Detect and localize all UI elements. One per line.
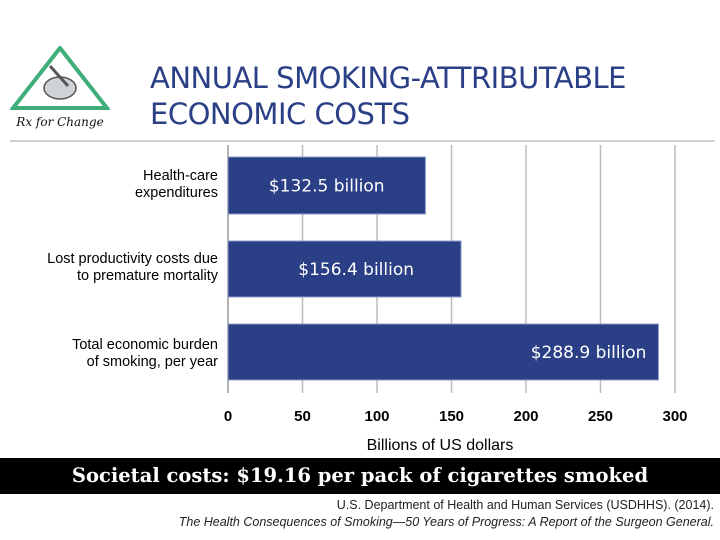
title-line-2: ECONOMIC COSTS [150, 97, 410, 131]
bar-label-2: $156.4 billion [298, 260, 414, 280]
societal-costs-banner: Societal costs: $19.16 per pack of cigar… [0, 458, 720, 494]
logo-text: Rx for Change [15, 115, 103, 129]
x-tick-label-150: 150 [439, 408, 464, 425]
x-tick-label-0: 0 [224, 408, 232, 425]
title-line-1: ANNUAL SMOKING-ATTRIBUTABLE [150, 61, 627, 95]
x-tick-label-300: 300 [662, 408, 687, 425]
title-divider [10, 140, 715, 142]
category-label-total-burden: Total economic burden of smoking, per ye… [72, 337, 218, 370]
citation-line-2: The Health Consequences of Smoking—50 Ye… [178, 515, 714, 529]
rx-for-change-logo: Rx for Change [10, 46, 110, 129]
citation-line-1: U.S. Department of Health and Human Serv… [336, 498, 714, 512]
bar-label-3: $288.9 billion [531, 343, 647, 363]
bar-3 [227, 323, 659, 381]
category-label-lost-productivity: Lost productivity costs due to premature… [47, 251, 218, 284]
bar-label-1: $132.5 billion [269, 177, 385, 197]
pestle-icon [48, 64, 70, 88]
category-label-health-care: Health-care expenditures [134, 168, 218, 201]
bar-1 [227, 156, 426, 215]
bar-chart: $132.5 billion $156.4 billion $288.9 billi… [224, 145, 688, 425]
bar-2 [227, 240, 462, 298]
x-tick-label-250: 250 [588, 408, 613, 425]
page-title: ANNUAL SMOKING-ATTRIBUTABLE ECONOMIC COS… [150, 60, 690, 132]
x-tick-label-50: 50 [294, 408, 311, 425]
x-axis-title: Billions of US dollars [366, 437, 514, 454]
x-tick-label-100: 100 [364, 408, 389, 425]
x-tick-label-200: 200 [513, 408, 538, 425]
